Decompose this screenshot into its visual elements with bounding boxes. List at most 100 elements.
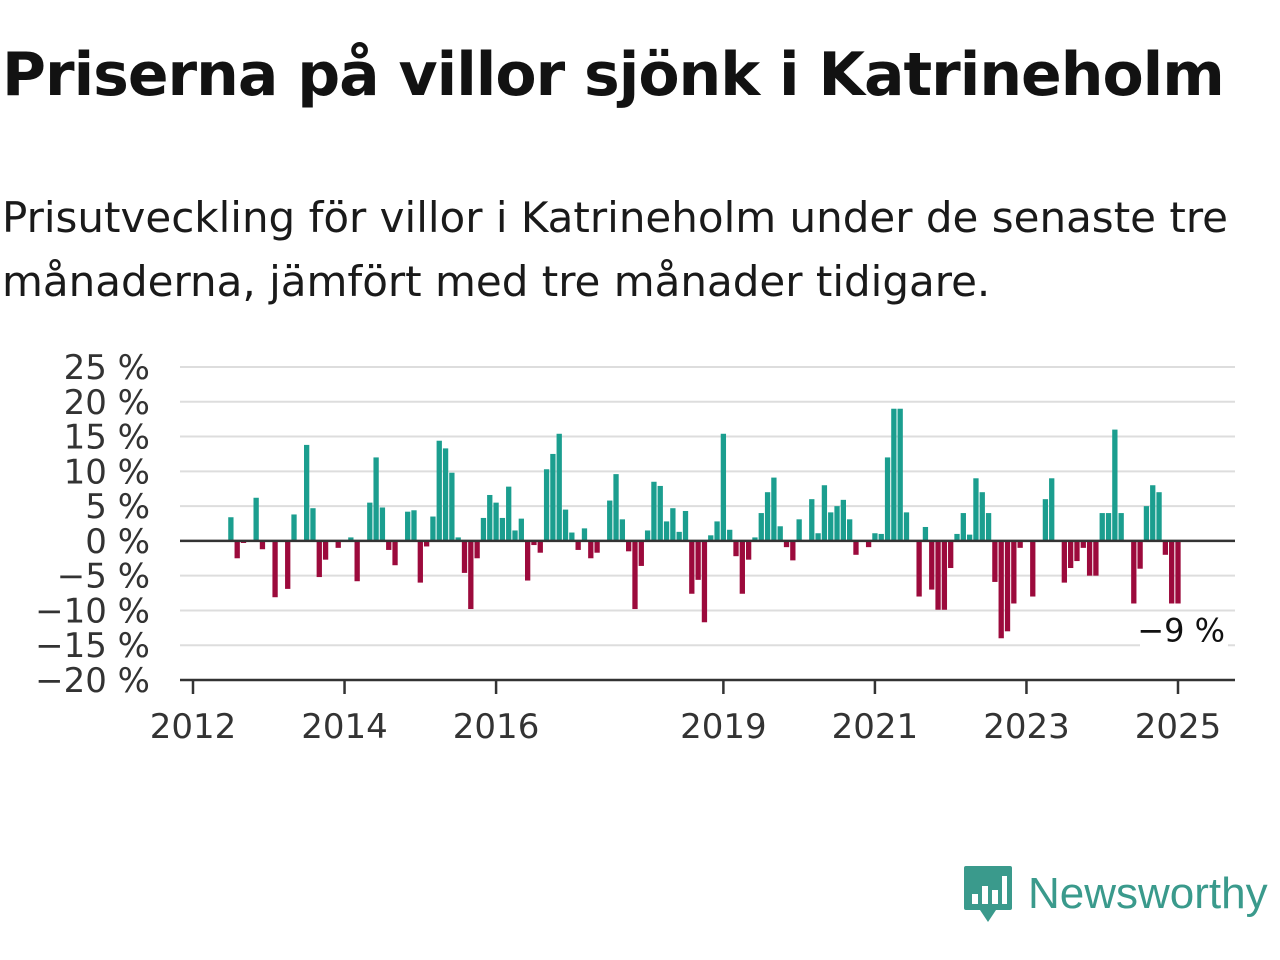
bar <box>695 540 701 580</box>
bar <box>228 517 234 541</box>
bar <box>1150 485 1156 541</box>
bar <box>291 514 297 541</box>
bar <box>1131 540 1137 604</box>
bar <box>1093 540 1099 576</box>
bar <box>1004 540 1011 632</box>
end-label-background <box>1140 613 1228 652</box>
x-axis-tick-labels: 2012 2014 2016 2019 2021 2023 2025 <box>150 680 1222 747</box>
bar <box>701 540 708 623</box>
x-tick-label: 2016 <box>453 707 540 747</box>
bar <box>1074 540 1080 562</box>
bar <box>1086 540 1093 576</box>
bar <box>550 453 556 541</box>
bar <box>506 486 512 541</box>
bar <box>796 519 802 541</box>
bar <box>493 502 499 541</box>
y-tick-label: −20 % <box>35 661 150 701</box>
bar <box>1105 513 1112 541</box>
bar <box>745 540 752 560</box>
bar <box>872 533 878 541</box>
bar <box>613 474 619 541</box>
bar <box>1061 540 1067 583</box>
bar <box>708 535 714 541</box>
bar <box>581 528 588 541</box>
bar <box>1175 540 1181 604</box>
bar <box>253 497 259 541</box>
bar <box>809 499 815 541</box>
bar <box>1143 506 1150 541</box>
chart-title: Priserna på villor sjönk i Katrineholm <box>2 40 1225 110</box>
bar <box>935 540 941 610</box>
bar <box>1118 513 1124 541</box>
bar <box>234 540 240 559</box>
bar <box>379 507 386 541</box>
bar <box>1156 492 1162 541</box>
bar <box>285 540 291 589</box>
bar-chart: 25 %20 %15 %10 %5 %0 %−5 %−10 %−15 %−20 … <box>35 348 1235 747</box>
bar <box>922 526 929 541</box>
bar <box>676 531 682 541</box>
brand-name: Newsworthy <box>1028 869 1268 918</box>
bar <box>790 540 796 561</box>
bar <box>537 540 543 553</box>
bar <box>569 532 575 541</box>
y-axis-tick-labels: 25 %20 %15 %10 %5 %0 %−5 %−10 %−15 %−20 … <box>35 348 150 701</box>
bar <box>348 537 354 541</box>
bar <box>897 408 903 541</box>
bar <box>259 540 266 550</box>
bar <box>847 519 853 541</box>
bar <box>1049 478 1055 541</box>
bar <box>815 533 821 541</box>
bar <box>821 485 828 541</box>
bar <box>783 540 790 548</box>
bar <box>354 540 360 582</box>
bar <box>758 513 764 541</box>
bar <box>1137 540 1143 569</box>
y-tick-label: −10 % <box>35 591 150 631</box>
y-tick-label: −15 % <box>35 626 150 666</box>
bar <box>543 469 550 541</box>
bar <box>657 485 663 541</box>
bar <box>575 540 581 550</box>
gridlines <box>180 366 1235 647</box>
bar <box>423 540 430 547</box>
bar <box>689 540 695 594</box>
bar <box>764 492 771 541</box>
bars <box>228 408 1181 639</box>
x-tick-label: 2025 <box>1135 707 1222 747</box>
newsworthy-brand: Newsworthy <box>962 862 1268 926</box>
bar <box>1068 540 1074 569</box>
bar <box>884 457 891 541</box>
bar <box>455 537 461 541</box>
bar <box>525 540 531 581</box>
y-tick-label: 5 % <box>85 487 150 527</box>
bar <box>594 540 600 553</box>
bar <box>979 492 985 541</box>
bar <box>670 508 676 541</box>
bar <box>430 516 436 541</box>
bar <box>739 540 745 594</box>
bar <box>985 513 992 541</box>
bar <box>487 494 493 541</box>
bar <box>531 540 537 546</box>
bar <box>1169 540 1175 604</box>
bar <box>916 540 922 597</box>
bar <box>727 529 733 541</box>
bar <box>714 521 720 541</box>
bar <box>733 540 739 557</box>
newsworthy-logo-icon <box>964 866 1012 922</box>
bar <box>903 512 910 541</box>
x-tick-label: 2019 <box>680 707 767 747</box>
end-value-label: −9 % <box>1137 611 1225 649</box>
bar <box>638 540 644 566</box>
bar <box>518 518 524 541</box>
bar <box>853 540 859 555</box>
y-tick-label: 0 % <box>85 522 150 562</box>
bar <box>720 433 727 541</box>
bar <box>417 540 423 583</box>
bar <box>468 540 474 610</box>
bar <box>588 540 594 559</box>
bar <box>973 478 979 541</box>
bar <box>777 526 783 541</box>
chart-subtitle: Prisutveckling för villor i Katrineholm … <box>2 193 1228 306</box>
